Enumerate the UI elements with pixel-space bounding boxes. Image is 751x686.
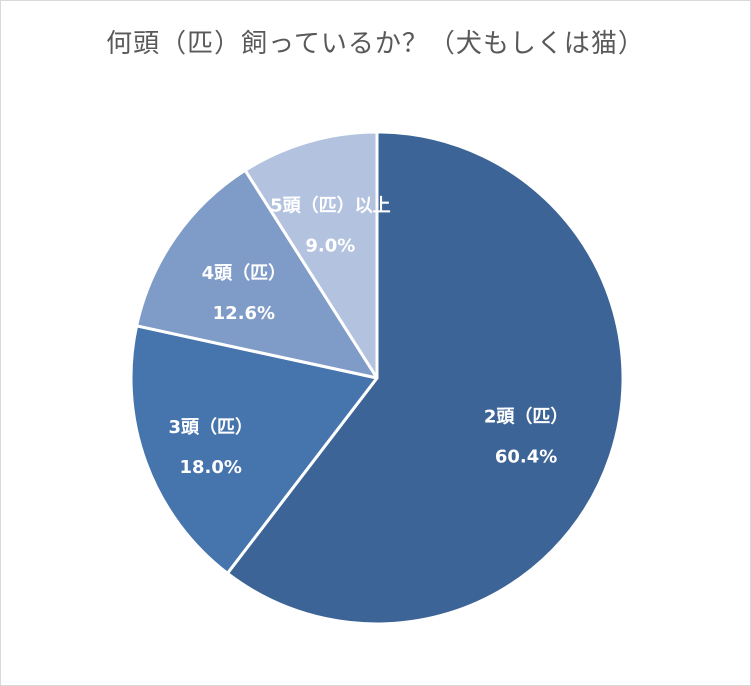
slice-value-label-2: 18.0% <box>180 457 242 478</box>
slice-category-label-1: 2頭（匹） <box>484 407 569 428</box>
pie-slice-3 <box>135 168 379 380</box>
slice-category-label-4: 5頭（匹）以上 <box>270 195 391 216</box>
slice-value-label-3: 12.6% <box>213 303 275 324</box>
pie-slice-4 <box>243 130 379 380</box>
pie-slice-1 <box>225 130 625 626</box>
slice-category-label-3: 4頭（匹） <box>202 263 287 284</box>
chart-title: 何頭（匹）飼っているか？（犬もしくは猫） <box>106 29 645 59</box>
slice-category-label-2: 3頭（匹） <box>168 417 253 438</box>
slice-value-label-1: 60.4% <box>495 447 557 468</box>
pie-slice-2 <box>129 324 379 575</box>
slice-value-label-4: 9.0% <box>305 235 355 256</box>
